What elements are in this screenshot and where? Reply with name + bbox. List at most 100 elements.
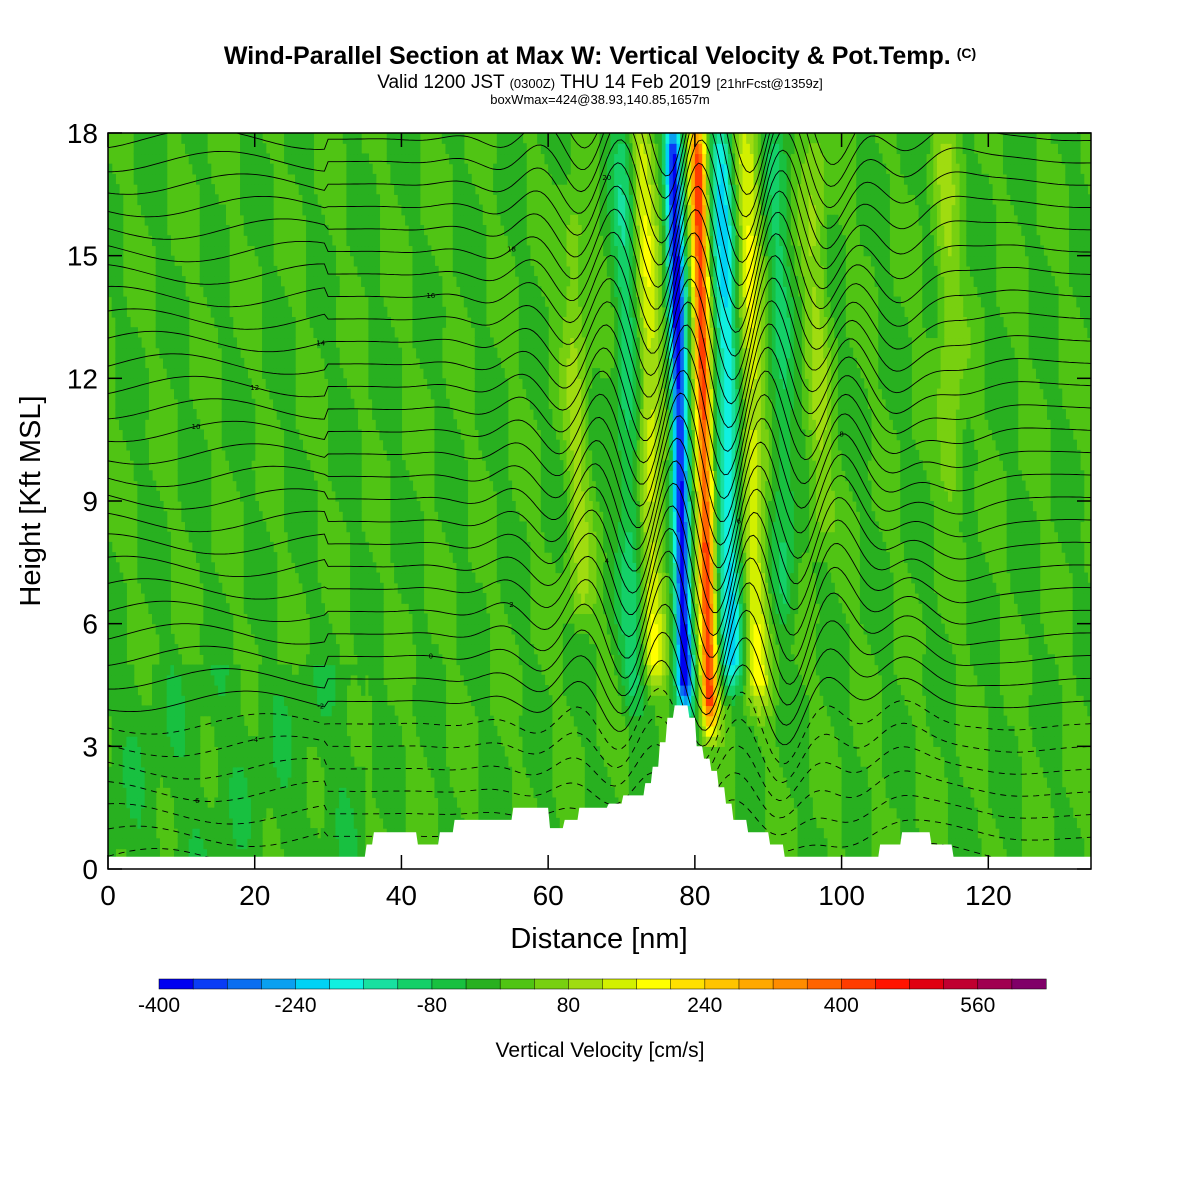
velocity-cell (966, 633, 971, 645)
velocity-cell (141, 756, 146, 768)
velocity-cell (196, 685, 201, 696)
velocity-cell (148, 766, 153, 778)
velocity-cell (493, 756, 498, 768)
velocity-cell (973, 828, 978, 839)
velocity-cell (911, 787, 916, 799)
velocity-cell (276, 705, 281, 717)
velocity-cell (302, 541, 307, 553)
velocity-cell (397, 766, 403, 778)
velocity-cell (210, 848, 215, 860)
velocity-cell (804, 797, 810, 809)
velocity-cell (603, 572, 608, 584)
velocity-cell (540, 715, 546, 727)
velocity-cell (570, 572, 575, 584)
velocity-cell (225, 685, 230, 696)
velocity-cell (929, 644, 934, 655)
velocity-cell (247, 848, 252, 860)
velocity-cell (478, 674, 483, 686)
velocity-cell (687, 633, 692, 645)
velocity-cell (137, 541, 142, 553)
velocity-cell (823, 593, 828, 604)
velocity-cell (573, 674, 579, 686)
velocity-cell (1080, 623, 1085, 635)
velocity-cell (185, 685, 190, 696)
velocity-cell (298, 552, 303, 563)
velocity-cell (254, 817, 259, 829)
velocity-cell (342, 695, 348, 707)
velocity-cell (1017, 593, 1022, 604)
velocity-cell (108, 644, 113, 655)
velocity-cell (606, 593, 612, 604)
velocity-cell (804, 777, 810, 788)
velocity-cell (247, 797, 252, 809)
velocity-cell (214, 582, 219, 594)
velocity-cell (1054, 807, 1059, 819)
velocity-cell (771, 582, 777, 594)
velocity-cell (155, 562, 160, 574)
velocity-cell (533, 777, 538, 788)
velocity-cell (108, 623, 113, 635)
velocity-cell (603, 603, 608, 615)
velocity-cell (357, 552, 362, 563)
velocity-cell (126, 715, 131, 727)
velocity-cell (122, 766, 127, 778)
velocity-cell (309, 736, 315, 747)
velocity-cell (397, 787, 403, 799)
velocity-cell (324, 695, 329, 707)
velocity-cell (214, 603, 219, 615)
velocity-cell (141, 725, 146, 737)
velocity-cell (350, 541, 355, 553)
velocity-cell (364, 623, 370, 635)
velocity-cell (874, 562, 879, 574)
velocity-cell (606, 541, 612, 553)
velocity-cell (826, 572, 832, 584)
velocity-cell (262, 797, 267, 809)
velocity-cell (485, 644, 491, 655)
velocity-cell (1065, 807, 1070, 819)
velocity-cell (346, 848, 351, 860)
velocity-cell (174, 787, 179, 799)
velocity-cell (126, 828, 131, 839)
velocity-cell (394, 756, 399, 768)
velocity-cell (859, 838, 865, 850)
velocity-cell (995, 685, 1000, 696)
velocity-cell (434, 777, 439, 788)
velocity-cell (401, 572, 406, 584)
velocity-cell (438, 797, 443, 809)
velocity-cell (628, 623, 634, 635)
velocity-cell (918, 562, 923, 574)
velocity-cell (192, 736, 197, 747)
velocity-cell (537, 705, 542, 717)
velocity-cell (573, 685, 579, 696)
velocity-cell (845, 654, 850, 666)
velocity-cell (478, 736, 483, 747)
velocity-cell (881, 582, 887, 594)
velocity-cell (328, 695, 333, 707)
velocity-cell (313, 664, 318, 676)
velocity-cell (903, 787, 909, 799)
velocity-cell (203, 685, 208, 696)
velocity-cell (786, 705, 791, 717)
velocity-cell (852, 756, 857, 768)
velocity-cell (166, 736, 171, 747)
velocity-cell (665, 552, 670, 563)
velocity-cell (152, 674, 157, 686)
velocity-cell (760, 603, 766, 615)
velocity-cell (379, 705, 384, 717)
velocity-cell (379, 797, 384, 809)
velocity-cell (423, 644, 428, 655)
velocity-cell (757, 582, 762, 594)
velocity-cell (155, 664, 160, 676)
velocity-cell (801, 787, 806, 799)
velocity-cell (372, 756, 377, 768)
velocity-cell (236, 797, 241, 809)
velocity-cell (493, 725, 498, 737)
velocity-cell (163, 695, 168, 707)
velocity-cell (555, 552, 560, 563)
velocity-cell (155, 572, 160, 584)
velocity-cell (614, 593, 619, 604)
velocity-cell (819, 848, 824, 860)
velocity-cell (848, 725, 854, 737)
velocity-cell (522, 664, 527, 676)
velocity-cell (841, 838, 846, 850)
